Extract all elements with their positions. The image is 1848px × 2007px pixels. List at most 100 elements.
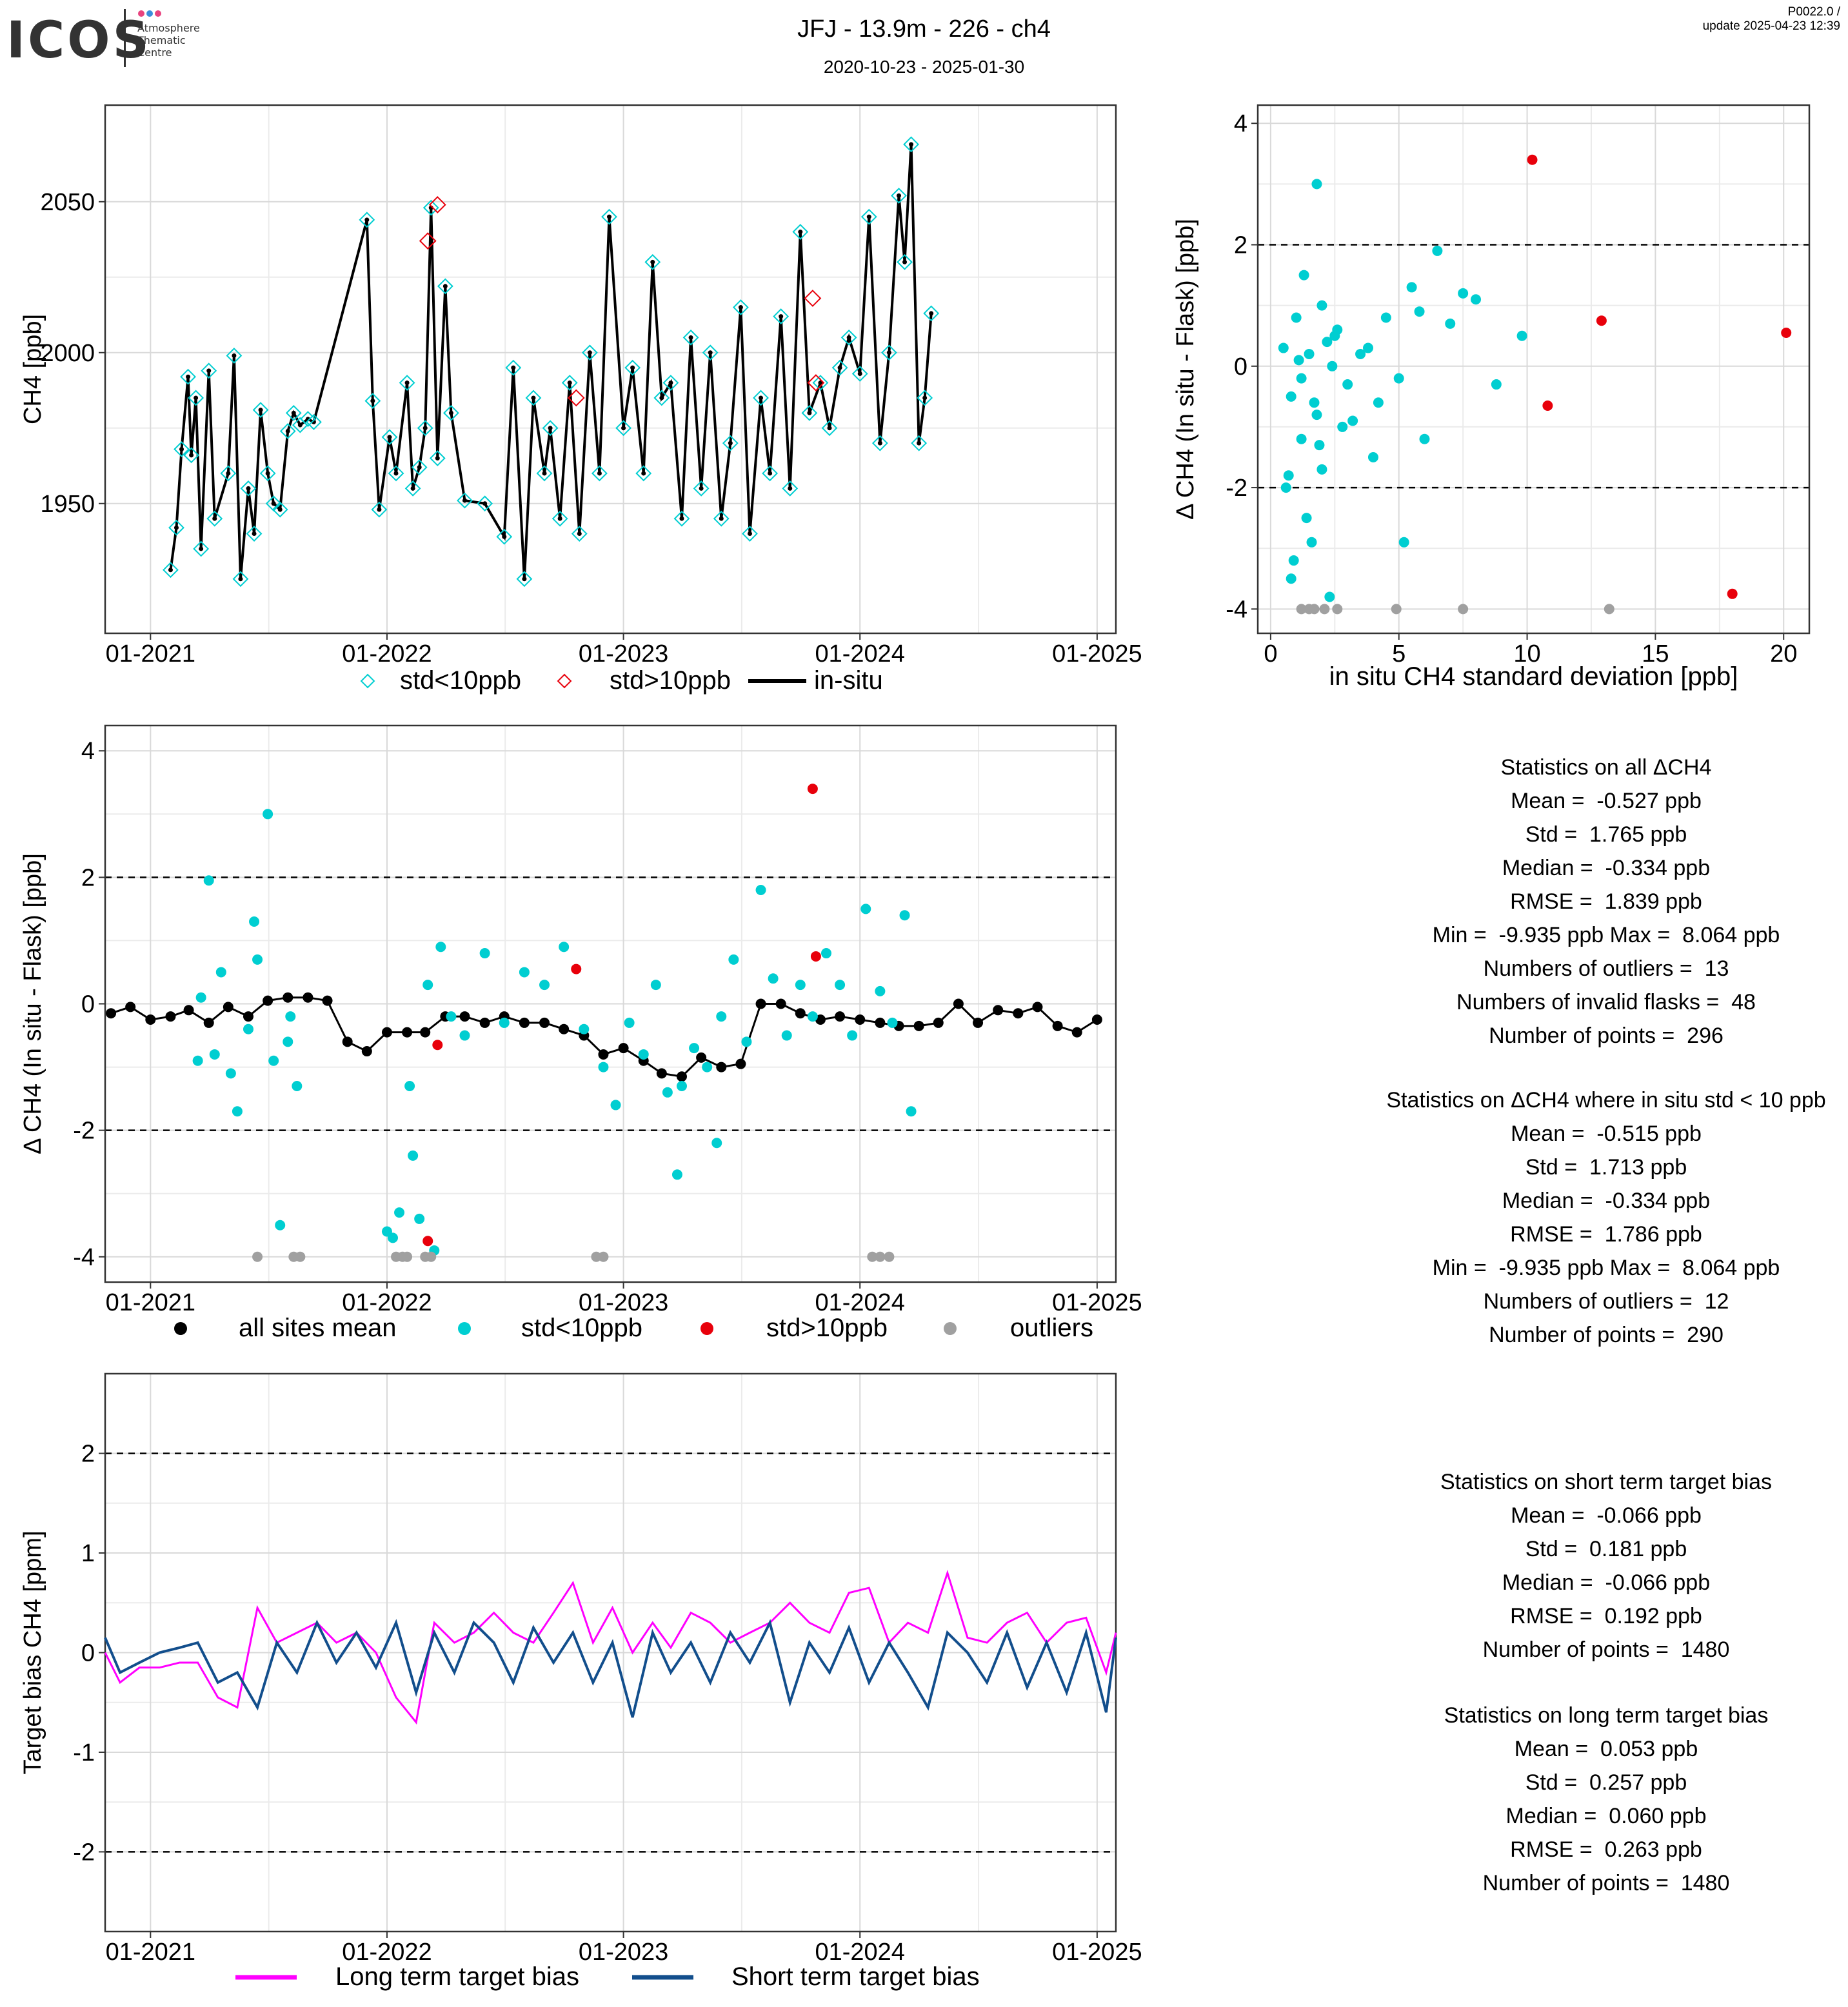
legend-label: Short term target bias [731,1963,980,1991]
flask-std-lt10-marker [662,375,679,391]
in-situ-point [929,311,934,316]
in-situ-point [909,142,914,147]
in-situ-point [779,314,784,319]
in-situ-point [668,381,673,386]
scatter-point [1432,245,1443,256]
mean-point [342,1036,353,1047]
flask-std-lt10-marker [411,459,428,476]
logo-sub-line: Atmosphere [137,22,200,34]
delta-point [225,1068,236,1079]
stats-line: RMSE = 0.192 ppb [1510,1604,1702,1628]
flask-std-lt10-marker [903,136,919,153]
x-tick-label: 01-2025 [1052,640,1142,667]
scatter-point [1727,588,1738,599]
in-situ-point [442,284,448,289]
in-situ-point [522,577,527,582]
delta-point [711,1138,722,1149]
flask-std-lt10-marker [174,441,190,457]
delta-point [249,916,260,927]
scatter-point [1286,573,1297,584]
stats-line: Numbers of outliers = 13 [1483,956,1729,981]
scatter-point [1471,294,1482,305]
x-tick-label: 01-2025 [1052,1939,1142,1966]
flask-std-lt10-marker [417,420,433,437]
mean-point [795,1008,806,1019]
legend-label: all sites mean [239,1314,397,1342]
flask-std-lt10-marker [359,212,375,228]
in-situ-point [206,368,212,373]
flask-std-lt10-marker [404,480,421,497]
x-tick-label: 01-2022 [342,640,432,667]
flask-std-lt10-marker [702,344,719,361]
delta-point [884,1251,895,1262]
delta-point [571,964,582,974]
x-tick-label: 20 [1770,640,1797,667]
in-situ-point [246,486,251,491]
flask-std-lt10-marker [831,359,848,376]
y-tick-label: 2 [81,1441,95,1468]
legend-label: outliers [1010,1314,1093,1342]
flask-std-lt10-marker [193,540,210,557]
delta-point [835,980,846,991]
mean-point [106,1008,117,1019]
mean-point [953,998,964,1009]
delta-point [283,1036,293,1047]
x-tick-label: 10 [1513,640,1540,667]
in-situ-point [387,435,392,440]
delta-point [479,948,490,959]
stats-title: Statistics on short term target bias [1440,1470,1772,1494]
delta-point [446,1011,457,1022]
mean-point [735,1058,746,1069]
in-situ-point [186,374,191,379]
delta-point [195,992,206,1003]
scatter-point [1542,400,1553,411]
y-tick-label: -1 [73,1739,95,1766]
mean-point [1071,1027,1082,1038]
logo-separator [124,9,126,67]
scatter-point [1327,361,1338,371]
mean-point [656,1068,667,1079]
delta-point [847,1030,858,1041]
delta-point [408,1150,419,1161]
y-tick-label: 2 [81,864,95,891]
scatter-point [1306,537,1317,548]
delta-point [579,1023,590,1034]
in-situ-point [404,381,410,386]
scatter-point [1337,421,1348,432]
in-situ-point [896,193,901,198]
flask-std-lt10-marker [742,526,758,542]
legend-label: in-situ [814,666,883,695]
mean-point [855,1014,866,1025]
flask-std-lt10-marker [246,526,263,542]
stats-line: Mean = -0.515 ppb [1511,1122,1702,1146]
in-situ-point [886,350,891,355]
logo-dots-icon [138,10,161,17]
delta-point [432,1040,443,1051]
delta-point [268,1055,279,1066]
x-tick-label: 01-2021 [106,1939,195,1966]
flask-std-lt10-marker [732,299,749,315]
in-situ-point [174,525,179,530]
flask-std-lt10-marker [272,501,288,518]
delta-point [650,980,661,991]
scatter-point [1380,312,1391,323]
plot-area [105,105,1116,633]
x-tick-label: 5 [1392,640,1406,667]
in-situ-point [462,498,467,503]
in-situ-point [194,395,199,400]
in-situ-point [606,214,611,219]
flask-std-lt10-marker [437,278,453,295]
scatter-point [1373,397,1384,408]
flask-std-lt10-marker [206,510,223,527]
delta-point [598,1251,609,1262]
mean-point [402,1027,413,1038]
stats-long-panel: Statistics on long term target bias Mean… [1264,1699,1848,1900]
in-situ-point [650,259,655,264]
flask-std-lt10-marker [496,528,513,545]
scatter-point [1342,379,1353,390]
legend-marker [458,1322,471,1335]
delta-point [875,985,886,996]
x-tick-label: 01-2023 [579,1289,668,1316]
in-situ-point [258,408,263,413]
flask-std-gt10-marker [567,389,585,407]
